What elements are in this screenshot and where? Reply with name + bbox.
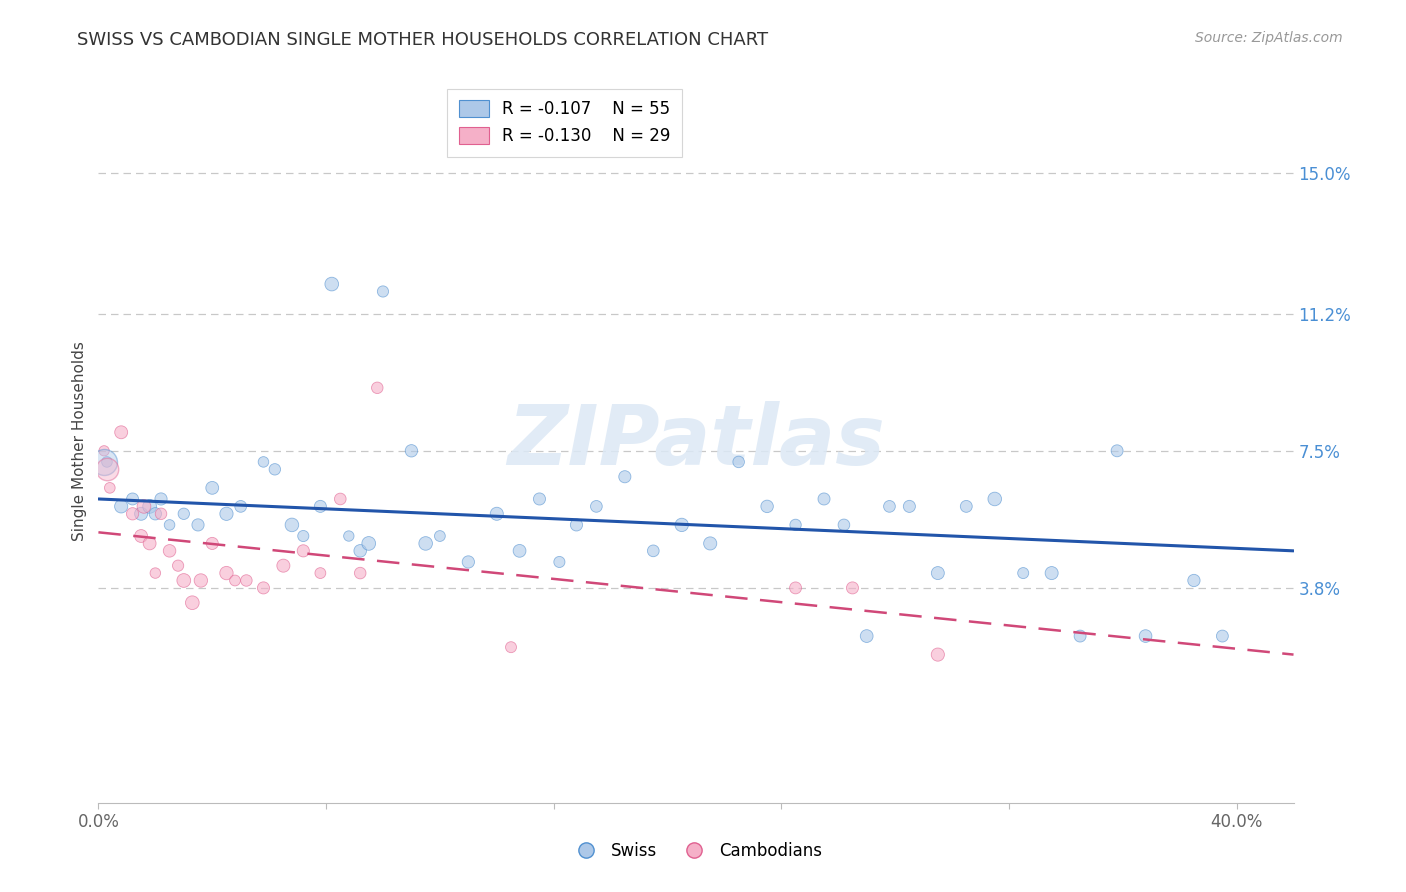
Point [93, 455, 115, 469]
Point [927, 566, 949, 580]
Point [132, 500, 155, 514]
Point [785, 581, 807, 595]
Point [855, 629, 877, 643]
Point [252, 455, 274, 469]
Point [110, 500, 132, 514]
Point [129, 507, 152, 521]
Point [263, 462, 285, 476]
Point [984, 491, 1007, 506]
Point [129, 529, 152, 543]
Point [98, 481, 121, 495]
Point [201, 481, 224, 495]
Point [349, 566, 371, 580]
Point [565, 517, 588, 532]
Point [509, 544, 531, 558]
Point [138, 536, 160, 550]
Point [898, 500, 921, 514]
Point [529, 491, 551, 506]
Point [159, 544, 181, 558]
Point [215, 507, 238, 521]
Point [371, 285, 394, 299]
Point [955, 500, 977, 514]
Point [159, 517, 181, 532]
Point [756, 500, 779, 514]
Text: ZIPatlas: ZIPatlas [508, 401, 884, 482]
Point [190, 574, 212, 588]
Point [879, 500, 901, 514]
Point [585, 500, 607, 514]
Point [309, 566, 332, 580]
Point [329, 491, 352, 506]
Point [727, 455, 749, 469]
Point [366, 381, 388, 395]
Point [224, 574, 246, 588]
Point [150, 491, 173, 506]
Point [832, 517, 855, 532]
Point [415, 536, 437, 550]
Point [292, 544, 315, 558]
Point [548, 555, 571, 569]
Point [841, 581, 863, 595]
Point [349, 544, 371, 558]
Point [1012, 566, 1035, 580]
Point [110, 425, 132, 440]
Point [785, 517, 807, 532]
Point [1211, 629, 1233, 643]
Point [273, 558, 295, 573]
Point [121, 507, 143, 521]
Point [96, 462, 118, 476]
Text: SWISS VS CAMBODIAN SINGLE MOTHER HOUSEHOLDS CORRELATION CHART: SWISS VS CAMBODIAN SINGLE MOTHER HOUSEHO… [77, 31, 769, 49]
Point [321, 277, 343, 291]
Point [1182, 574, 1205, 588]
Point [143, 507, 166, 521]
Point [1069, 629, 1091, 643]
Point [292, 529, 315, 543]
Point [1135, 629, 1157, 643]
Text: Source: ZipAtlas.com: Source: ZipAtlas.com [1195, 31, 1343, 45]
Point [173, 574, 195, 588]
Point [96, 455, 118, 469]
Point [813, 491, 835, 506]
Point [499, 640, 522, 655]
Legend: Swiss, Cambodians: Swiss, Cambodians [562, 836, 830, 867]
Point [181, 596, 204, 610]
Point [201, 536, 224, 550]
Y-axis label: Single Mother Households: Single Mother Households [72, 342, 87, 541]
Point [699, 536, 721, 550]
Point [150, 507, 173, 521]
Point [138, 500, 160, 514]
Point [1107, 443, 1129, 458]
Point [167, 558, 190, 573]
Point [215, 566, 238, 580]
Point [613, 469, 636, 483]
Point [337, 529, 360, 543]
Point [485, 507, 508, 521]
Point [1040, 566, 1063, 580]
Point [187, 517, 209, 532]
Point [173, 507, 195, 521]
Point [93, 443, 115, 458]
Point [457, 555, 479, 569]
Point [252, 581, 274, 595]
Point [281, 517, 304, 532]
Point [309, 500, 332, 514]
Point [121, 491, 143, 506]
Point [143, 566, 166, 580]
Point [357, 536, 380, 550]
Point [927, 648, 949, 662]
Point [643, 544, 665, 558]
Point [671, 517, 693, 532]
Point [229, 500, 252, 514]
Point [429, 529, 451, 543]
Point [235, 574, 257, 588]
Point [401, 443, 423, 458]
